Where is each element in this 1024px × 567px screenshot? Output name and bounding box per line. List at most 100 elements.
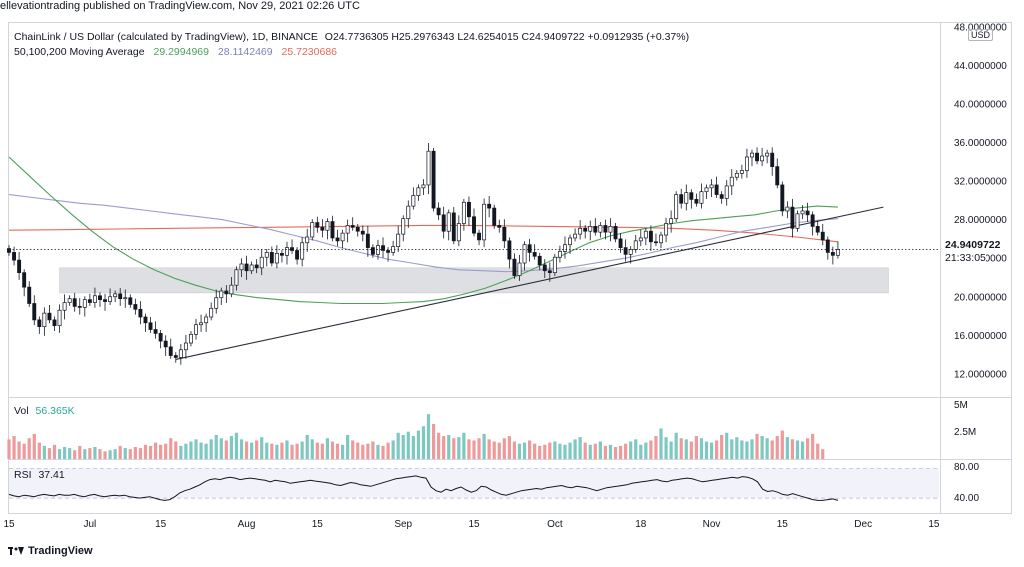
- currency-button[interactable]: USD: [968, 29, 994, 41]
- rsi-tick-low: 40.00: [954, 493, 980, 504]
- volume-bar: [366, 443, 370, 459]
- volume-bar: [709, 442, 714, 459]
- candle-body: [588, 226, 593, 232]
- candle-body: [269, 252, 274, 264]
- volume-value: 56.365K: [35, 405, 75, 417]
- candle-body: [780, 184, 785, 212]
- candle-body: [249, 264, 254, 272]
- volume-bar: [260, 437, 264, 459]
- volume-bar: [280, 442, 284, 459]
- candle-body: [411, 195, 416, 207]
- volume-bar: [780, 430, 784, 459]
- volume-bar: [376, 444, 380, 459]
- legend-ma-row: 50,100,200 Moving Average 29.2994969 28.…: [14, 46, 337, 58]
- volume-bar: [482, 433, 486, 459]
- candle-body: [603, 225, 608, 233]
- volume-bar: [679, 438, 683, 459]
- candle-body: [22, 272, 27, 288]
- rsi-pane[interactable]: [8, 460, 1012, 514]
- candle-body: [370, 247, 375, 255]
- candle-body: [431, 150, 436, 209]
- volume-bar: [108, 450, 112, 459]
- price-axis-tick: 48.0000000: [954, 22, 1007, 33]
- price-pane[interactable]: [8, 22, 1012, 398]
- time-axis-tick: Nov: [703, 519, 721, 530]
- volume-bar: [800, 441, 805, 459]
- volume-bar: [421, 426, 426, 459]
- candle-body: [183, 342, 188, 351]
- volume-bar: [143, 444, 148, 459]
- candle-body: [12, 252, 17, 261]
- candle-body: [77, 306, 82, 308]
- volume-bar: [447, 434, 451, 459]
- volume-bar: [527, 440, 532, 459]
- candle-body: [456, 223, 461, 242]
- candle-body: [628, 249, 633, 255]
- candle-body: [623, 247, 628, 255]
- legend-ma-label[interactable]: 50,100,200 Moving Average: [14, 46, 145, 58]
- volume-bar: [386, 442, 390, 459]
- candle-body: [214, 297, 219, 309]
- candle-body: [593, 226, 598, 233]
- volume-bar: [57, 449, 62, 459]
- tradingview-logo-icon: [8, 547, 24, 555]
- volume-bar: [735, 437, 739, 459]
- volume-bar: [184, 443, 188, 459]
- candle-body: [133, 304, 138, 310]
- volume-bar: [93, 446, 97, 459]
- candle-body: [765, 152, 770, 157]
- candle-body: [502, 227, 507, 242]
- candle-body: [259, 256, 264, 269]
- volume-bar: [351, 440, 355, 459]
- candle-body: [426, 150, 431, 186]
- candle-body: [825, 239, 830, 253]
- candle-body: [148, 322, 153, 330]
- candle-body: [163, 340, 168, 348]
- volume-bar: [821, 449, 825, 459]
- volume-bar: [189, 441, 193, 459]
- candle-body: [108, 296, 113, 302]
- candle-body: [290, 247, 294, 251]
- volume-bar: [47, 448, 52, 459]
- volume-bar: [472, 440, 476, 459]
- legend-symbol[interactable]: ChainLink / US Dollar (calculated by Tra…: [14, 31, 318, 43]
- volume-bar: [674, 432, 678, 459]
- candle-body: [143, 316, 148, 324]
- candle-body: [234, 269, 239, 286]
- candle-body: [340, 232, 345, 242]
- time-axis-tick: Aug: [238, 519, 256, 530]
- time-axis-tick: 18: [635, 519, 647, 530]
- volume-bar: [740, 440, 744, 459]
- candle-body: [724, 185, 729, 199]
- tradingview-logo[interactable]: TradingView: [8, 545, 93, 557]
- volume-bar: [346, 434, 350, 459]
- volume-bar: [204, 443, 208, 459]
- candle-body: [436, 207, 441, 216]
- candle-body: [209, 307, 214, 318]
- volume-bar: [598, 441, 602, 459]
- candle-body: [714, 184, 719, 195]
- volume-bar: [624, 443, 628, 459]
- volume-bar: [659, 428, 663, 459]
- volume-bar: [512, 441, 517, 459]
- candle-body: [264, 252, 269, 258]
- candle-body: [790, 206, 795, 229]
- volume-bar: [335, 443, 340, 459]
- volume-bar: [699, 438, 704, 459]
- volume-bar: [431, 424, 436, 459]
- volume-bar: [113, 449, 117, 459]
- volume-bar: [401, 434, 405, 459]
- volume-bar: [159, 444, 163, 459]
- volume-bar: [684, 439, 688, 459]
- candle-body: [739, 170, 744, 174]
- volume-legend: Vol 56.365K: [14, 405, 75, 417]
- volume-bar: [330, 441, 335, 459]
- volume-tick-mid: 2.5M: [954, 427, 977, 438]
- volume-bar: [608, 444, 613, 459]
- volume-pane[interactable]: [8, 398, 1012, 460]
- volume-bar: [239, 439, 244, 459]
- candle-body: [376, 245, 380, 255]
- volume-bar: [568, 442, 572, 459]
- candle-body: [734, 173, 739, 178]
